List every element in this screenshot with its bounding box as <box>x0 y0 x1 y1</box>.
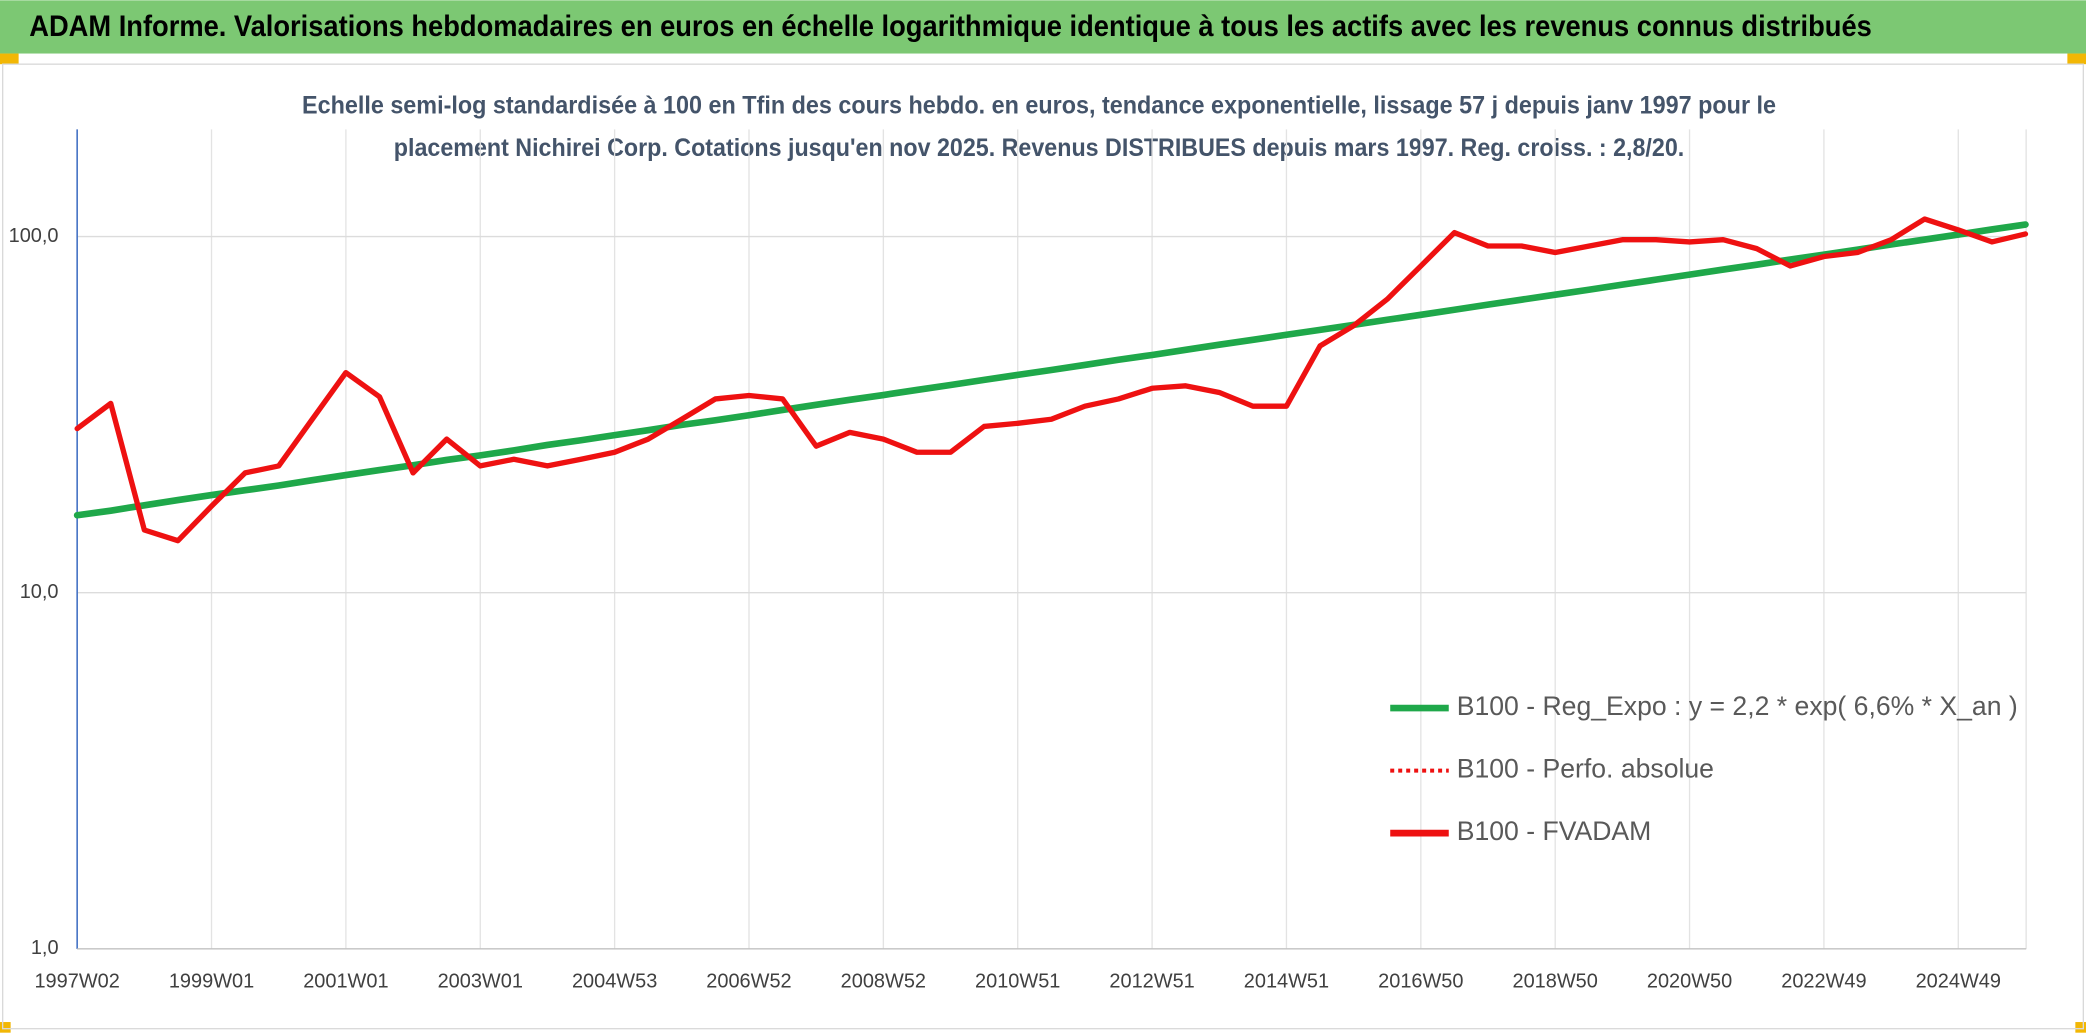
subtitle: Echelle semi-log standardisée à 100 en T… <box>302 91 1776 119</box>
frame <box>1 63 2085 1030</box>
y-tick-label: 10,0 <box>20 581 59 603</box>
legend-label: B100 - FVADAM <box>1457 816 1652 846</box>
corner <box>0 1022 11 1033</box>
x-tick-label: 2018W50 <box>1513 970 1598 992</box>
series-line <box>74 216 2029 544</box>
y-tick-label: 1,0 <box>31 937 59 959</box>
series-line <box>73 221 2029 519</box>
x-tick-label: 2003W01 <box>438 970 523 992</box>
x-tick-label: 2010W51 <box>975 970 1060 992</box>
x-tick-label: 2020W50 <box>1647 970 1732 992</box>
x-tick-label: 1997W02 <box>34 970 119 992</box>
x-tick-label: 2016W50 <box>1378 970 1463 992</box>
x-tick-label: 2012W51 <box>1109 970 1194 992</box>
corner <box>0 53 19 65</box>
header-band <box>0 0 2086 54</box>
x-tick-label: 2014W51 <box>1244 970 1329 992</box>
x-tick-label: 2022W49 <box>1781 970 1866 992</box>
x-tick-label: 1999W01 <box>169 970 254 992</box>
corner <box>2075 1022 2086 1033</box>
x-tick-label: 2024W49 <box>1916 970 2001 992</box>
y-tick-label: 100,0 <box>9 225 59 247</box>
x-tick-label: 2008W52 <box>841 970 926 992</box>
x-tick-label: 2001W01 <box>303 970 388 992</box>
subtitle: placement Nichirei Corp. Cotations jusqu… <box>394 134 1684 162</box>
legend-label: B100 - Reg_Expo : y = 2,2 * exp( 6,6% * … <box>1457 691 2018 721</box>
legend-label: B100 - Perfo. absolue <box>1457 754 1714 784</box>
x-tick-label: 2006W52 <box>706 970 791 992</box>
corner <box>2067 53 2086 65</box>
x-tick-label: 2004W53 <box>572 970 657 992</box>
header-title: ADAM Informe. Valorisations hebdomadaire… <box>29 11 1872 43</box>
